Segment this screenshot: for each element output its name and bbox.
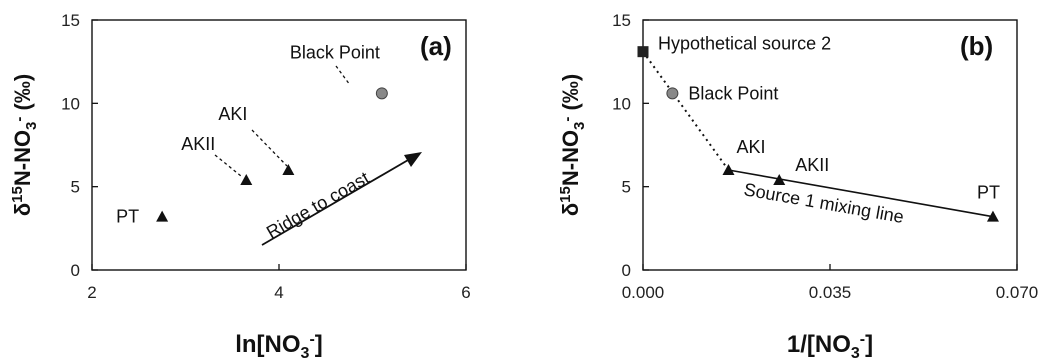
point-akii bbox=[773, 174, 786, 185]
panel-a-y-axis-label: δ15N-NO3- (‰) bbox=[9, 74, 40, 216]
y-tick-label: 10 bbox=[61, 94, 80, 113]
point-label-black-point: Black Point bbox=[688, 83, 778, 103]
source-1-mixing-line bbox=[728, 169, 994, 218]
y-tick-label: 0 bbox=[622, 261, 631, 280]
x-tick-label: 2 bbox=[87, 283, 96, 302]
point-black-point bbox=[666, 87, 679, 100]
x-tick-label: 0.035 bbox=[809, 283, 852, 302]
point-label-hypothetical-source-2: Hypothetical source 2 bbox=[658, 34, 831, 54]
point-aki bbox=[282, 164, 295, 175]
panel-a-label: (a) bbox=[420, 31, 452, 61]
y-tick-label: 15 bbox=[612, 11, 631, 30]
point-label-akii: AKII bbox=[795, 155, 829, 175]
point-label-aki: AKI bbox=[736, 137, 765, 157]
y-tick-label: 5 bbox=[71, 178, 80, 197]
y-tick-label: 10 bbox=[612, 94, 631, 113]
point-label-pt: PT bbox=[977, 183, 1000, 203]
y-tick-label: 0 bbox=[71, 261, 80, 280]
point-black-point bbox=[375, 87, 388, 100]
y-tick-label: 15 bbox=[61, 11, 80, 30]
panel-b-lines bbox=[642, 51, 994, 218]
point-label-aki: AKI bbox=[218, 104, 247, 124]
leader-black-point-a bbox=[335, 65, 351, 86]
panel-b-y-axis-label: δ15N-NO3- (‰) bbox=[557, 74, 588, 216]
ridge-arrow-shaft bbox=[261, 155, 416, 246]
point-label-pt: PT bbox=[116, 207, 139, 227]
point-aki bbox=[722, 164, 735, 175]
point-pt bbox=[156, 210, 169, 222]
ridge-arrow-head bbox=[404, 152, 422, 167]
panel-b-label: (b) bbox=[960, 31, 993, 61]
panel-b-points: Hypothetical source 2 Black Point AKI AKII P… bbox=[637, 34, 1000, 222]
panel-b-x-axis-label: 1/[NO3-] bbox=[787, 331, 873, 362]
dotted-mixing-line bbox=[642, 51, 730, 171]
point-pt bbox=[986, 210, 999, 222]
point-label-akii: AKII bbox=[181, 134, 215, 154]
panel-a-x-axis-label: ln[NO3-] bbox=[235, 331, 323, 362]
ridge-to-coast-label: Ridge to coast bbox=[263, 168, 373, 243]
point-hypothetical-source-2 bbox=[637, 46, 649, 58]
leader-akii-a bbox=[214, 154, 242, 177]
y-tick-label: 5 bbox=[622, 178, 631, 197]
point-akii bbox=[240, 174, 253, 185]
x-tick-label: 0.070 bbox=[996, 283, 1039, 302]
x-tick-label: 6 bbox=[461, 283, 470, 302]
panel-a: 2 4 6 0 5 10 15 (a) δ15N-NO3- (‰) ln[NO3-] PT A… bbox=[9, 11, 471, 362]
x-tick-label: 0.000 bbox=[622, 283, 665, 302]
panel-b-ticks: 0.000 0.035 0.070 0 5 10 15 bbox=[612, 11, 1038, 302]
point-label-black-point: Black Point bbox=[290, 42, 380, 62]
panel-a-ticks: 2 4 6 0 5 10 15 bbox=[61, 11, 471, 302]
x-tick-label: 4 bbox=[274, 283, 283, 302]
leader-aki-a bbox=[251, 129, 288, 167]
